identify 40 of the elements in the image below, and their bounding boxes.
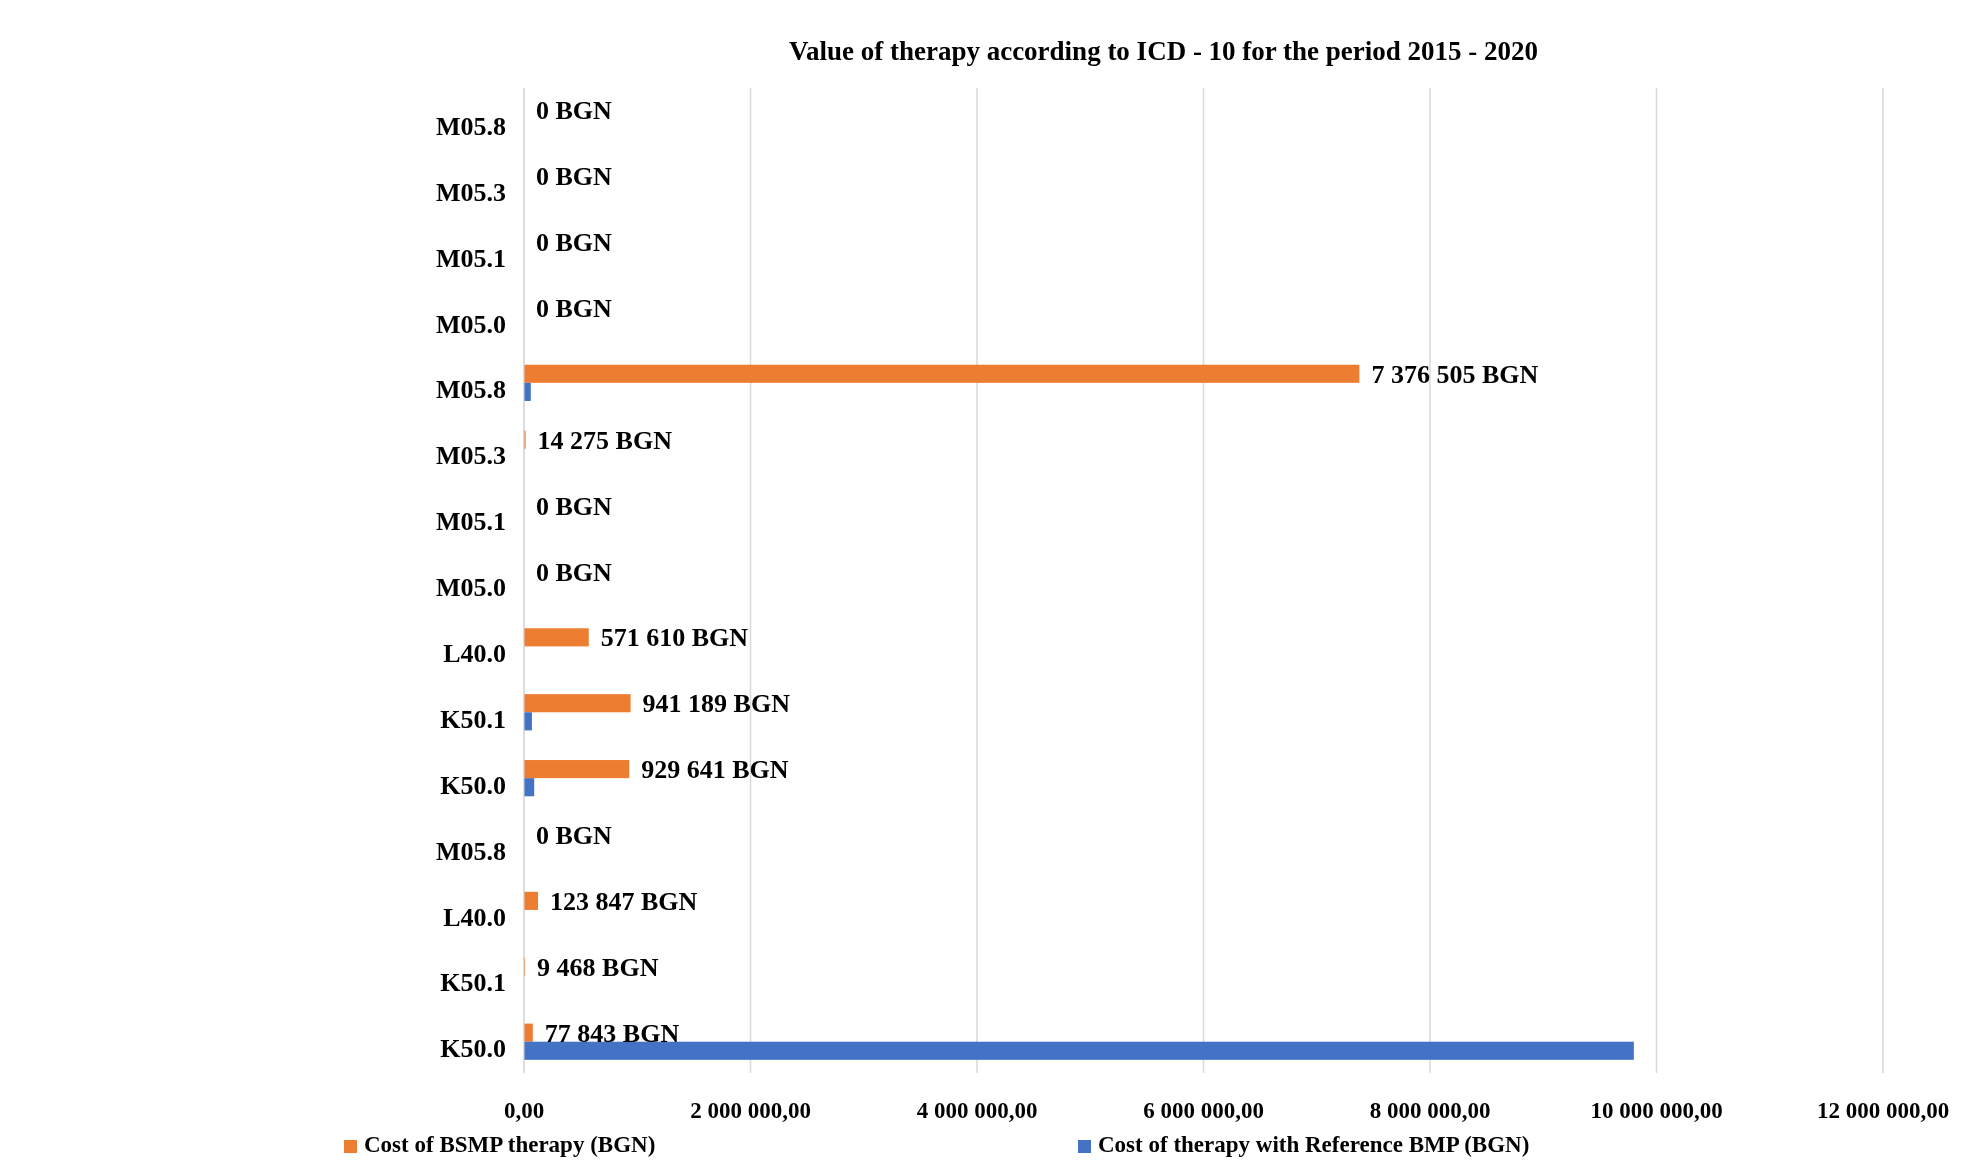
y-tick-label: M05.8 bbox=[435, 836, 506, 866]
data-label: 14 275 BGN bbox=[537, 425, 673, 455]
y-tick-label: M05.0 bbox=[435, 309, 506, 339]
y-tick-label: M05.1 bbox=[435, 507, 506, 537]
y-tick-label: L40.0 bbox=[443, 902, 506, 932]
x-tick-label: 6 000 000,00 bbox=[1143, 1098, 1264, 1123]
legend-label: Cost of BSMP therapy (BGN) bbox=[364, 1132, 656, 1157]
data-label: 9 468 BGN bbox=[537, 952, 659, 982]
data-label: 77 843 BGN bbox=[544, 1018, 680, 1048]
data-label: 0 BGN bbox=[536, 96, 613, 126]
y-tick-label: M05.0 bbox=[435, 573, 506, 603]
chart-title: Value of therapy according to ICD - 10 for the period 2015 - 2020 bbox=[788, 36, 1539, 66]
data-label: 0 BGN bbox=[536, 162, 613, 192]
x-tick-label: 12 000 000,00 bbox=[1816, 1098, 1950, 1123]
y-tick-label: M05.1 bbox=[435, 243, 506, 273]
x-tick-label: 4 000 000,00 bbox=[916, 1098, 1038, 1123]
data-label: 0 BGN bbox=[536, 294, 613, 323]
data-label: 0 BGN bbox=[536, 491, 613, 521]
data-label: 7 376 505 BGN bbox=[1371, 359, 1539, 389]
y-tick-label: K50.1 bbox=[440, 968, 506, 998]
y-tick-label: M05.3 bbox=[435, 177, 506, 207]
y-tick-label: K50.0 bbox=[440, 770, 506, 800]
y-tick-label: K50.1 bbox=[440, 704, 506, 734]
y-tick-label: M05.3 bbox=[435, 441, 506, 471]
y-tick-label: M05.8 bbox=[435, 375, 506, 405]
x-tick-label: 2 000 000,00 bbox=[690, 1098, 811, 1123]
x-tick-label: 8 000 000,00 bbox=[1369, 1098, 1491, 1123]
data-label: 571 610 BGN bbox=[600, 623, 749, 653]
y-tick-label: L40.0 bbox=[443, 638, 506, 668]
x-tick-label: 0,00 bbox=[503, 1098, 545, 1123]
data-label: 0 BGN bbox=[536, 821, 613, 851]
data-label: 941 189 BGN bbox=[642, 689, 791, 719]
x-tick-label: 10 000 000,00 bbox=[1590, 1098, 1723, 1123]
data-label: 123 847 BGN bbox=[550, 886, 698, 916]
y-tick-label: M05.8 bbox=[435, 111, 506, 141]
data-label: 929 641 BGN bbox=[641, 755, 789, 785]
data-label: 0 BGN bbox=[536, 228, 613, 258]
data-label: 0 BGN bbox=[536, 557, 613, 587]
y-tick-label: K50.0 bbox=[440, 1034, 506, 1064]
legend-label: Cost of therapy with Reference BMP (BGN) bbox=[1098, 1132, 1530, 1157]
